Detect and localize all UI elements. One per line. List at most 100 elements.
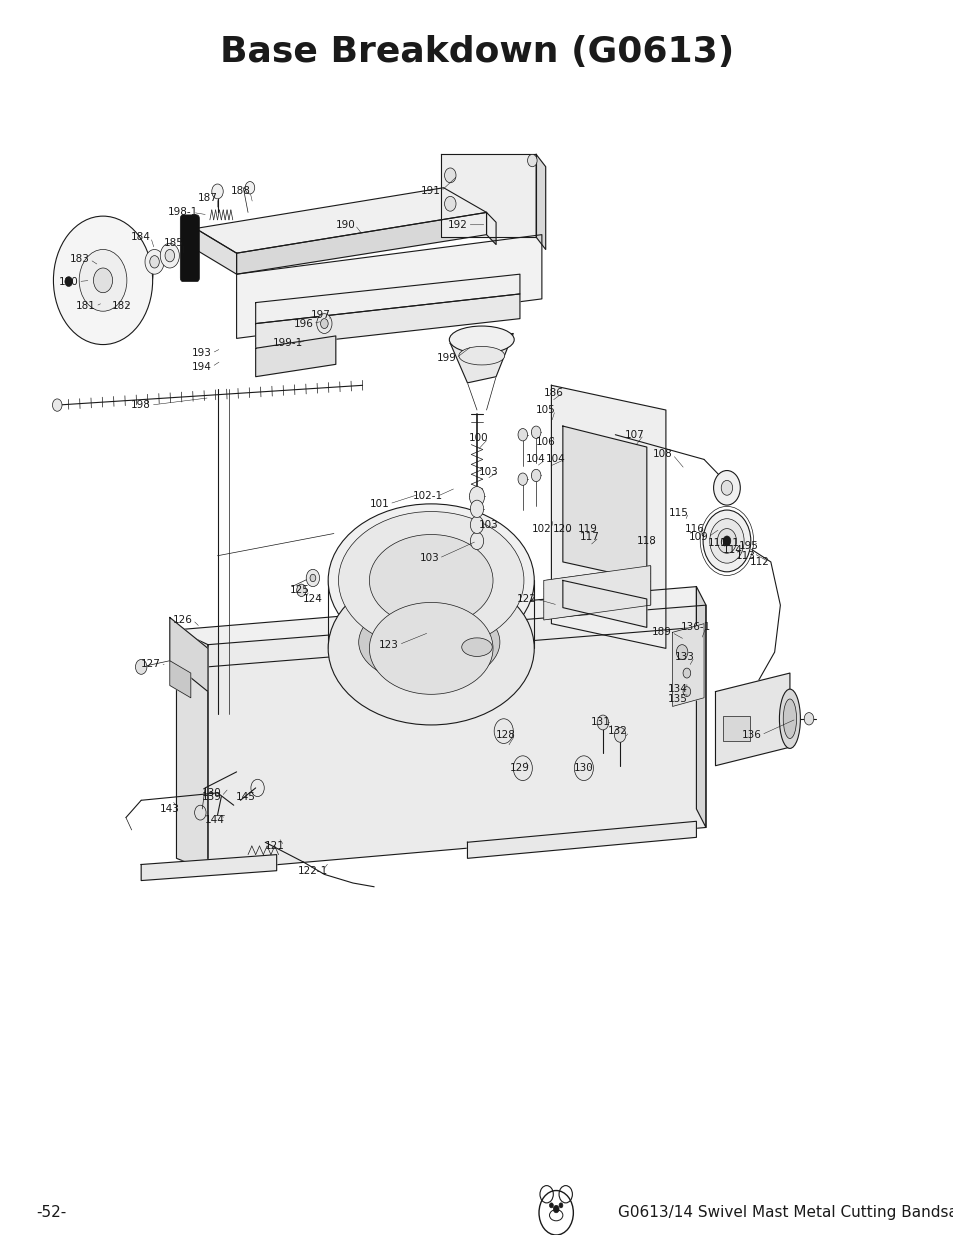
Text: 198-1: 198-1 [168, 207, 198, 217]
Polygon shape [562, 580, 646, 627]
Text: 198: 198 [132, 400, 151, 410]
FancyBboxPatch shape [722, 716, 749, 741]
Text: 193: 193 [193, 348, 212, 358]
Text: 104: 104 [545, 454, 564, 464]
Text: 117: 117 [579, 532, 598, 542]
Ellipse shape [328, 572, 534, 725]
Polygon shape [486, 212, 496, 245]
Text: 125: 125 [290, 585, 309, 595]
Text: 199-1: 199-1 [273, 338, 303, 348]
Polygon shape [208, 605, 705, 871]
Text: 136-1: 136-1 [680, 622, 711, 632]
Polygon shape [255, 294, 519, 348]
Text: 180: 180 [59, 277, 78, 287]
Circle shape [682, 668, 690, 678]
Polygon shape [672, 624, 703, 706]
Text: 128: 128 [496, 730, 515, 740]
Ellipse shape [779, 689, 800, 748]
Text: 191: 191 [421, 186, 440, 196]
Ellipse shape [458, 347, 504, 366]
Circle shape [93, 268, 112, 293]
Ellipse shape [338, 511, 523, 650]
Text: 190: 190 [335, 220, 355, 230]
Text: 119: 119 [578, 524, 597, 534]
Text: 133: 133 [675, 652, 694, 662]
Text: 139: 139 [202, 792, 221, 802]
Text: G0613/14 Swivel Mast Metal Cutting Bandsaw: G0613/14 Swivel Mast Metal Cutting Bands… [618, 1205, 953, 1220]
Text: 197: 197 [311, 310, 330, 320]
Text: 114: 114 [722, 545, 741, 555]
Ellipse shape [461, 637, 492, 657]
Polygon shape [236, 212, 486, 274]
Text: 196: 196 [294, 319, 313, 329]
Polygon shape [551, 385, 665, 648]
Text: 143: 143 [160, 804, 179, 814]
Circle shape [65, 277, 72, 287]
Circle shape [444, 196, 456, 211]
Text: 181: 181 [76, 301, 95, 311]
Text: 105: 105 [536, 405, 555, 415]
Ellipse shape [369, 535, 493, 626]
Text: 127: 127 [141, 659, 160, 669]
Polygon shape [141, 855, 276, 881]
Circle shape [165, 249, 174, 262]
Polygon shape [176, 630, 208, 871]
Text: 120: 120 [553, 524, 572, 534]
Text: 182: 182 [112, 301, 132, 311]
Circle shape [135, 659, 147, 674]
Circle shape [720, 480, 732, 495]
Circle shape [803, 713, 813, 725]
Text: 131: 131 [591, 718, 610, 727]
Ellipse shape [358, 600, 499, 684]
Text: 104: 104 [526, 454, 545, 464]
Text: 111: 111 [720, 538, 739, 548]
Polygon shape [543, 566, 650, 620]
Circle shape [614, 727, 625, 742]
Text: 122: 122 [517, 594, 536, 604]
Circle shape [53, 216, 152, 345]
Polygon shape [236, 235, 541, 338]
Circle shape [702, 510, 750, 572]
Circle shape [470, 516, 483, 534]
Text: 194: 194 [193, 362, 212, 372]
Circle shape [306, 569, 319, 587]
Text: 135: 135 [667, 694, 686, 704]
Circle shape [722, 536, 730, 546]
Text: 123: 123 [379, 640, 398, 650]
Text: 192: 192 [448, 220, 467, 230]
Text: 101: 101 [370, 499, 389, 509]
Circle shape [574, 756, 593, 781]
Text: 113: 113 [736, 551, 755, 561]
Polygon shape [170, 661, 191, 698]
Circle shape [150, 256, 159, 268]
Text: 188: 188 [231, 186, 250, 196]
Text: 124: 124 [303, 594, 322, 604]
Ellipse shape [369, 603, 493, 694]
Polygon shape [450, 333, 513, 383]
Text: 118: 118 [637, 536, 656, 546]
Polygon shape [467, 821, 696, 858]
Circle shape [470, 500, 483, 517]
Circle shape [469, 487, 484, 506]
Circle shape [676, 645, 687, 659]
Circle shape [316, 314, 332, 333]
Text: 116: 116 [684, 524, 703, 534]
Circle shape [531, 469, 540, 482]
Circle shape [494, 719, 513, 743]
Text: 189: 189 [652, 627, 671, 637]
Text: 112: 112 [749, 557, 768, 567]
Text: 145: 145 [236, 792, 255, 802]
Circle shape [444, 168, 456, 183]
Polygon shape [562, 426, 646, 580]
Text: 115: 115 [669, 508, 688, 517]
Circle shape [713, 471, 740, 505]
Text: 100: 100 [469, 433, 488, 443]
Polygon shape [195, 228, 236, 274]
Text: -52-: -52- [36, 1205, 67, 1220]
Ellipse shape [345, 592, 513, 693]
Text: Base Breakdown (G0613): Base Breakdown (G0613) [219, 35, 734, 69]
Polygon shape [696, 587, 705, 827]
Text: 186: 186 [543, 388, 562, 398]
Text: 187: 187 [198, 193, 217, 203]
Polygon shape [536, 154, 545, 249]
